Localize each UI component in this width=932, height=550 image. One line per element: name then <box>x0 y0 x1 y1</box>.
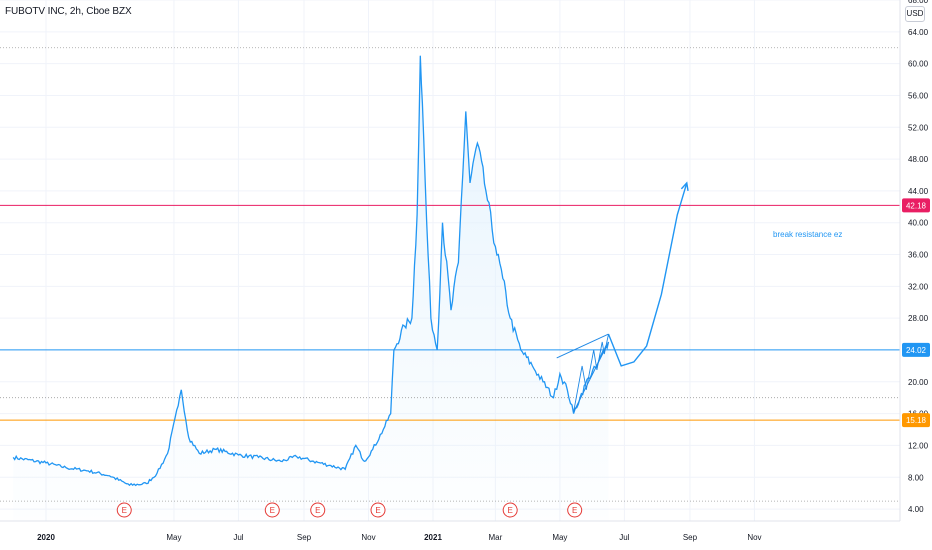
earnings-label: E <box>572 506 577 515</box>
y-tick-label: 40.00 <box>908 219 929 228</box>
x-tick-label: Nov <box>747 533 761 542</box>
y-tick-label: 56.00 <box>908 91 929 100</box>
text-annotation[interactable]: break resistance ez <box>773 230 843 239</box>
x-tick-label: Sep <box>683 533 698 542</box>
x-tick-label: Mar <box>488 533 502 542</box>
earnings-marker <box>310 502 326 518</box>
earnings-marker <box>116 502 132 518</box>
earnings-label: E <box>270 506 275 515</box>
y-tick-label: 20.00 <box>908 378 929 387</box>
x-tick-label: Nov <box>361 533 375 542</box>
x-tick-label: 2021 <box>424 533 442 542</box>
chart-title: FUBOTV INC, 2h, Cboe BZX <box>5 6 132 17</box>
wedge-line <box>556 333 609 359</box>
y-tick-label: 68.00 <box>908 0 929 5</box>
y-tick-label: 28.00 <box>908 314 929 323</box>
earnings-label: E <box>122 506 127 515</box>
y-tick-label: 48.00 <box>908 155 929 164</box>
drawn-pattern <box>556 181 689 413</box>
earnings-label: E <box>315 506 320 515</box>
x-tick-label: Sep <box>297 533 312 542</box>
earnings-label: E <box>375 506 380 515</box>
earnings-marker <box>370 502 386 518</box>
price-labels: 42.18 24.02 15.18 <box>902 198 930 428</box>
price-label: 42.18 <box>906 201 927 210</box>
y-tick-label: 4.00 <box>908 505 924 514</box>
y-tick-label: 8.00 <box>908 473 924 482</box>
projection-arrowhead <box>680 181 689 191</box>
time-axis: 2020 May Jul Sep Nov 2021 Mar May Jul Sep Nov <box>37 533 761 542</box>
price-label-bg <box>902 413 930 428</box>
earnings-marker <box>264 502 280 518</box>
horizontal-lines <box>0 47 900 502</box>
y-tick-label: 12.00 <box>908 441 929 450</box>
x-tick-label: May <box>552 533 567 542</box>
price-label: 24.02 <box>906 346 927 355</box>
earnings-label: E <box>508 506 513 515</box>
price-line <box>12 55 610 487</box>
y-tick-label: 60.00 <box>908 60 929 69</box>
currency-button[interactable]: USD <box>905 6 925 22</box>
earnings-marker <box>567 502 583 518</box>
price-area-fill <box>13 55 609 521</box>
wedge-zigzag <box>573 334 609 413</box>
price-axis: 4.008.0012.0016.0020.0024.0028.0032.0036… <box>908 0 929 514</box>
x-tick-label: May <box>166 533 181 542</box>
projection-path <box>607 182 688 367</box>
price-label-bg <box>902 198 930 213</box>
y-tick-label: 64.00 <box>908 28 929 37</box>
x-tick-label: Jul <box>619 533 629 542</box>
price-label-bg <box>902 342 930 357</box>
price-label: 15.18 <box>906 416 927 425</box>
y-tick-label: 32.00 <box>908 282 929 291</box>
x-tick-label: Jul <box>233 533 243 542</box>
y-tick-label: 52.00 <box>908 123 929 132</box>
x-tick-label: 2020 <box>37 533 55 542</box>
y-tick-label: 36.00 <box>908 251 929 260</box>
wedge-line <box>573 341 609 413</box>
earnings-marker <box>502 502 518 518</box>
y-tick-label: 44.00 <box>908 187 929 196</box>
